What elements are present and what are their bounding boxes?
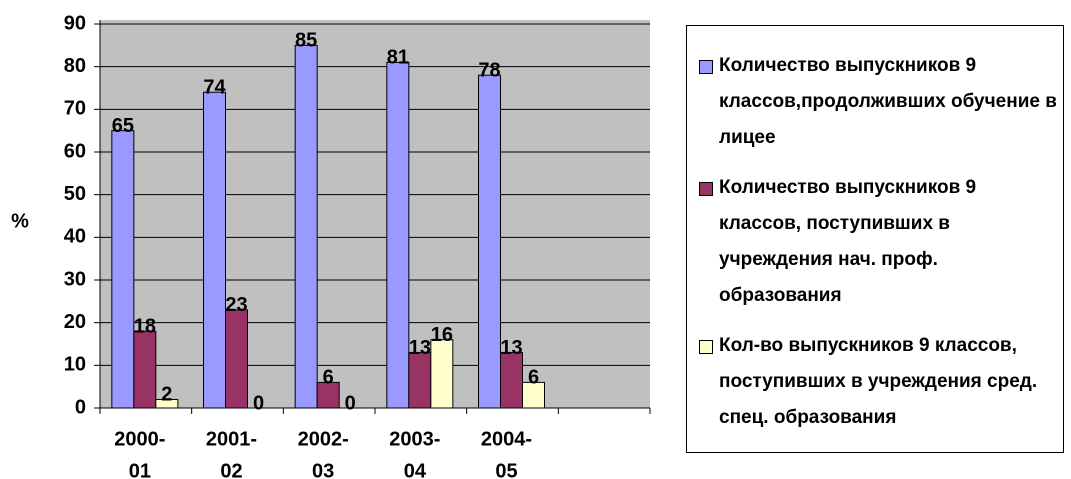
x-tick-label: 04 [404, 460, 427, 479]
data-label: 74 [203, 77, 226, 99]
legend-label: Количество выпускников 9 классов, поступ… [719, 177, 977, 306]
y-tick-label: 70 [64, 98, 86, 120]
bar [203, 91, 226, 409]
legend-item: Количество выпускников 9 классов,продолж… [699, 48, 1063, 156]
bar [316, 381, 340, 409]
data-label: 16 [431, 324, 453, 346]
bar [294, 44, 318, 409]
legend-item: Кол-во выпускников 9 классов, поступивши… [699, 328, 1063, 436]
x-tick-label: 01 [129, 460, 151, 479]
data-label: 78 [478, 59, 500, 81]
data-label: 2 [161, 384, 172, 406]
bar [225, 309, 248, 409]
x-tick-label: 2004- [481, 428, 532, 450]
chart: % 01020304050607080902000-012001-022002-… [11, 12, 651, 479]
bar [133, 330, 157, 409]
x-tick-label: 2002- [298, 428, 349, 450]
y-tick-label: 90 [64, 12, 86, 34]
data-label: 6 [323, 367, 334, 389]
bar [500, 352, 523, 409]
data-label: 13 [409, 337, 431, 359]
x-tick-label: 03 [312, 460, 334, 479]
data-label: 0 [253, 392, 264, 414]
bar [430, 339, 454, 409]
bar [386, 61, 410, 409]
y-tick-label: 40 [64, 226, 86, 248]
legend-swatch [699, 60, 713, 74]
x-tick-label: 05 [495, 460, 517, 479]
y-axis-label: % [11, 210, 29, 232]
bar [408, 352, 432, 409]
data-label: 85 [295, 30, 317, 52]
data-label: 0 [345, 392, 356, 414]
bar [155, 398, 179, 409]
data-label: 13 [500, 337, 522, 359]
plot-area [100, 20, 650, 408]
data-label: 65 [112, 115, 134, 137]
bar [522, 381, 545, 409]
data-label: 6 [528, 367, 539, 389]
y-tick-label: 10 [64, 354, 86, 376]
y-tick-label: 0 [75, 396, 86, 418]
legend-swatch [699, 182, 713, 196]
legend-item: Количество выпускников 9 классов, поступ… [699, 170, 1063, 314]
y-tick-label: 50 [64, 183, 86, 205]
data-label: 23 [225, 294, 247, 316]
x-tick-label: 2003- [389, 428, 440, 450]
y-tick-label: 20 [64, 311, 86, 333]
x-tick-label: 02 [220, 460, 242, 479]
x-tick-label: 2000- [114, 428, 165, 450]
legend: Количество выпускников 9 классов,продолж… [686, 25, 1064, 453]
data-label: 18 [134, 315, 156, 337]
legend-label: Количество выпускников 9 классов,продолж… [719, 55, 1057, 148]
x-tick-label: 2001- [206, 428, 257, 450]
bar [111, 130, 135, 409]
y-tick-label: 60 [64, 140, 86, 162]
y-tick-label: 30 [64, 268, 86, 290]
data-label: 81 [387, 47, 409, 69]
legend-swatch [699, 340, 713, 354]
legend-label: Кол-во выпускников 9 классов, поступивши… [719, 335, 1038, 428]
bar [478, 74, 501, 409]
y-tick-label: 80 [64, 55, 86, 77]
